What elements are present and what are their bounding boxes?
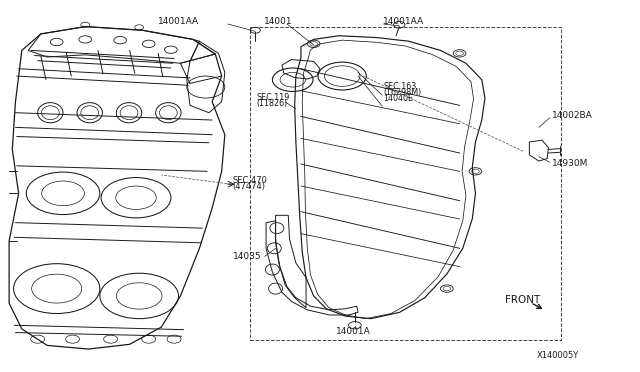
Text: 14001AA: 14001AA bbox=[158, 17, 200, 26]
Text: (16298M): (16298M) bbox=[383, 88, 422, 97]
Text: 14035: 14035 bbox=[233, 252, 261, 261]
Text: SEC.470: SEC.470 bbox=[232, 176, 268, 185]
Text: SEC.119: SEC.119 bbox=[257, 93, 290, 102]
Text: 14001AA: 14001AA bbox=[383, 17, 424, 26]
Text: 14002BA: 14002BA bbox=[552, 111, 593, 120]
Text: 14001: 14001 bbox=[264, 17, 293, 26]
Text: (47474): (47474) bbox=[232, 182, 266, 191]
Text: (11826): (11826) bbox=[257, 99, 288, 108]
Text: 14040E: 14040E bbox=[383, 94, 413, 103]
Text: 14930M: 14930M bbox=[552, 159, 588, 168]
Text: SEC.163: SEC.163 bbox=[383, 82, 417, 91]
Text: FRONT: FRONT bbox=[505, 295, 541, 305]
Text: 14001A: 14001A bbox=[335, 327, 371, 336]
Text: X140005Y: X140005Y bbox=[537, 351, 579, 360]
Bar bbox=[250, 26, 561, 340]
